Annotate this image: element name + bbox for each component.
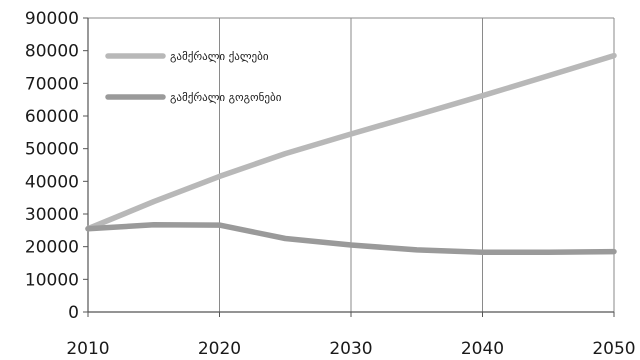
x-tick-label: 2030 bbox=[329, 339, 372, 359]
y-tick-label: 90000 bbox=[25, 9, 79, 29]
y-tick-label: 30000 bbox=[25, 205, 79, 225]
x-tick-label: 2040 bbox=[461, 339, 504, 359]
axes bbox=[83, 17, 615, 317]
y-tick-label: 0 bbox=[68, 303, 79, 323]
y-tick-label: 20000 bbox=[25, 238, 79, 258]
series-lines bbox=[85, 52, 617, 255]
legend: გამქრალი ქალები გამქრალი გოგონები bbox=[105, 50, 282, 104]
y-axis-tick-labels: 0 10000 20000 30000 40000 50000 60000 70000 8000… bbox=[25, 9, 79, 323]
vertical-gridlines bbox=[88, 17, 615, 312]
x-tick-label: 2020 bbox=[198, 339, 241, 359]
y-tick-label: 70000 bbox=[25, 74, 79, 94]
y-tick-label: 50000 bbox=[25, 140, 79, 160]
series-line-1 bbox=[85, 52, 617, 232]
x-tick-label: 2050 bbox=[592, 339, 635, 359]
y-tick-label: 10000 bbox=[25, 270, 79, 290]
series-line-2 bbox=[85, 222, 617, 255]
legend-label-2: გამქრალი გოგონები bbox=[170, 91, 282, 104]
y-tick-label: 60000 bbox=[25, 107, 79, 127]
y-tick-label: 80000 bbox=[25, 42, 79, 62]
y-tick-label: 40000 bbox=[25, 172, 79, 192]
x-tick-label: 2010 bbox=[66, 339, 109, 359]
x-axis-tick-labels: 2010 2020 2030 2040 2050 bbox=[66, 339, 635, 359]
legend-label-1: გამქრალი ქალები bbox=[170, 50, 269, 63]
